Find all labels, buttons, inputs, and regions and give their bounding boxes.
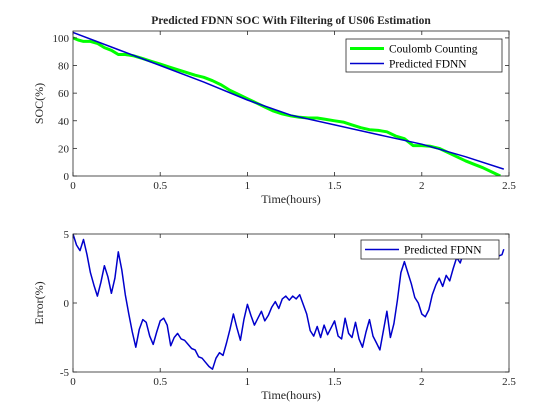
x-tick-label: 0.5 bbox=[153, 376, 167, 388]
series-line-1 bbox=[73, 234, 505, 370]
x-tick-label: 0.5 bbox=[153, 180, 167, 192]
y-tick-label: 0 bbox=[64, 298, 70, 310]
y-tick-label: 0 bbox=[64, 171, 70, 183]
tick-group: 0 0.5 1 1.5 2 2.5-505 bbox=[60, 229, 517, 388]
y-tick-label: 20 bbox=[58, 143, 70, 155]
legend-box bbox=[360, 239, 500, 260]
legend-label: Predicted FDNN bbox=[389, 59, 467, 71]
y-tick-label: 60 bbox=[58, 88, 70, 100]
series-line-2 bbox=[73, 31, 505, 170]
x-tick-label: 2.5 bbox=[502, 180, 516, 192]
chart-title: Predicted FDNN SOC With Filtering of US0… bbox=[151, 15, 431, 27]
series-group bbox=[73, 234, 505, 370]
x-axis-label: Time(hours) bbox=[261, 192, 321, 206]
x-tick-label: 2 bbox=[419, 180, 425, 192]
x-tick-label: 1 bbox=[245, 376, 251, 388]
error-chart: 0 0.5 1 1.5 2 2.5-505 Time(hours) Error(%) Pr… bbox=[32, 229, 516, 402]
x-tick-label: 1.5 bbox=[328, 376, 342, 388]
soc-chart: Predicted FDNN SOC With Filtering of US0… bbox=[32, 15, 516, 206]
y-tick-label: 40 bbox=[58, 116, 70, 128]
legend-box bbox=[345, 38, 503, 73]
x-tick-label: 1 bbox=[245, 180, 251, 192]
x-tick-label: 2 bbox=[419, 376, 425, 388]
x-tick-label: 0 bbox=[70, 180, 76, 192]
legend: Coulomb Counting Predicted FDNN bbox=[345, 38, 503, 73]
series-group bbox=[73, 31, 505, 176]
y-tick-label: 5 bbox=[64, 229, 70, 241]
legend: Predicted FDNN bbox=[360, 239, 500, 260]
x-axis-label: Time(hours) bbox=[261, 388, 321, 402]
legend-label: Predicted FDNN bbox=[404, 245, 482, 257]
y-tick-label: -5 bbox=[60, 367, 70, 379]
tick-group: 0 0.5 1 1.5 2 2.5 0 20 40 60 80 100 bbox=[53, 31, 516, 192]
y-tick-label: 100 bbox=[53, 33, 70, 45]
y-axis-label: SOC(%) bbox=[32, 83, 46, 124]
axes-frame bbox=[72, 30, 510, 177]
x-tick-label: 1.5 bbox=[328, 180, 342, 192]
y-tick-label: 80 bbox=[58, 61, 70, 73]
x-tick-label: 0 bbox=[70, 376, 76, 388]
x-tick-label: 2.5 bbox=[502, 376, 516, 388]
legend-label: Coulomb Counting bbox=[389, 44, 478, 56]
y-axis-label: Error(%) bbox=[32, 281, 46, 324]
